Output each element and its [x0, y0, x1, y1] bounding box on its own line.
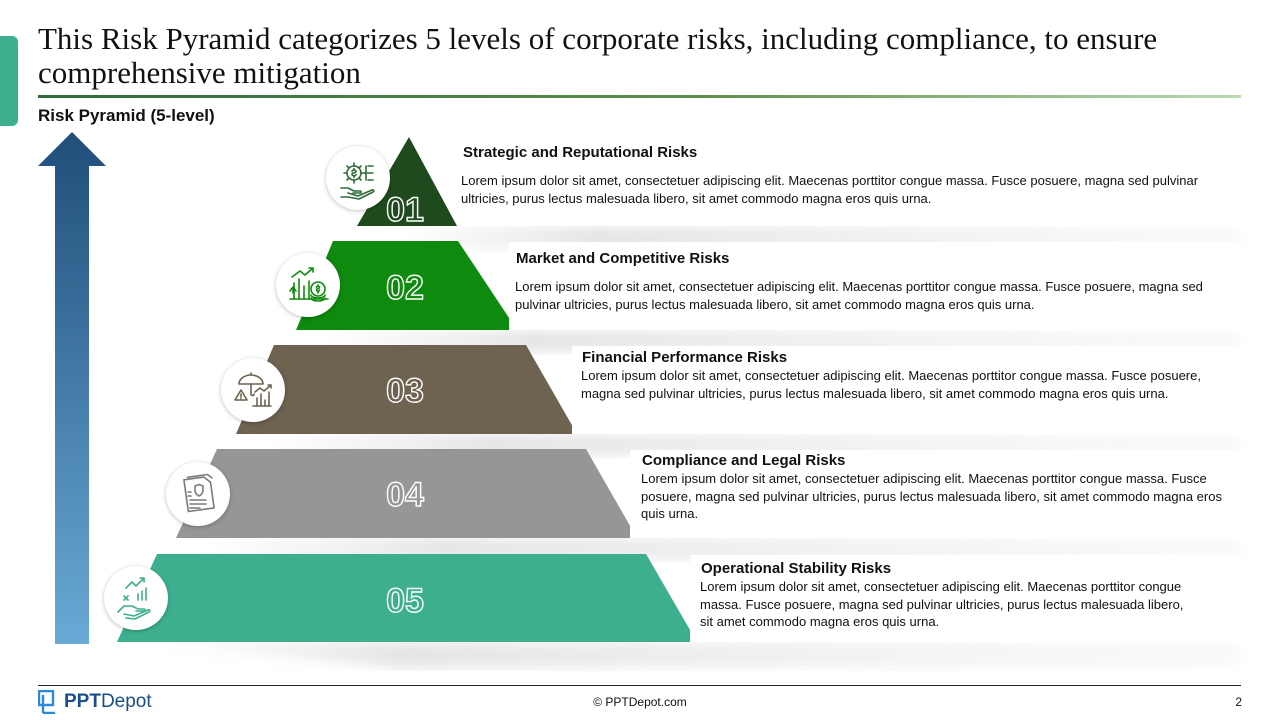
level-3-icon-badge: [221, 358, 285, 422]
slide-title: This Risk Pyramid categorizes 5 levels o…: [38, 21, 1158, 90]
level-5-number: 05: [386, 582, 424, 620]
level-3-card: Financial Performance Risks Lorem ipsum …: [572, 346, 1242, 434]
umbrella-warning-chart-icon: [234, 372, 272, 407]
level-4-description: Lorem ipsum dolor sit amet, consectetuer…: [641, 471, 1222, 521]
level-2-slab: [296, 241, 517, 330]
level-1-description: Lorem ipsum dolor sit amet, consectetuer…: [461, 173, 1199, 206]
level-3-slab: [236, 345, 577, 434]
level-4-title: Compliance and Legal Risks: [642, 452, 846, 469]
level-4-icon-badge: [166, 462, 230, 526]
level-2-number: 02: [386, 269, 424, 307]
footer-copyright: © PPTDepot.com: [593, 695, 687, 709]
impact-arrow: [38, 132, 106, 644]
level-5-shadow: [120, 642, 1240, 668]
level-1-number: 01: [386, 191, 424, 229]
level-4-card: Compliance and Legal Risks Lorem ipsum d…: [630, 450, 1242, 538]
level-3-title: Financial Performance Risks: [582, 349, 788, 366]
level-2-card: Market and Competitive Risks Lorem ipsum…: [509, 242, 1242, 330]
pptdepot-logo: PPTDepot: [38, 689, 152, 715]
title-divider: [38, 95, 1241, 98]
level-3-number: 03: [386, 372, 424, 410]
level-1-title: Strategic and Reputational Risks: [463, 144, 698, 161]
level-5-icon-badge: [104, 566, 168, 630]
pptdepot-logo-text: PPTDepot: [64, 691, 152, 712]
market-chart-coins-icon: [289, 267, 329, 302]
footer-divider: [38, 685, 1241, 686]
page-number: 2: [1235, 695, 1242, 709]
level-5-title: Operational Stability Risks: [701, 560, 892, 577]
level-1-card: Strategic and Reputational Risks Lorem i…: [457, 138, 1242, 226]
diagram-subtitle: Risk Pyramid (5-level): [38, 106, 215, 125]
document-shield-icon: [183, 473, 215, 513]
level-2-description: Lorem ipsum dolor sit amet, consectetuer…: [515, 279, 1203, 312]
level-4-number: 04: [386, 476, 424, 514]
level-5-description: Lorem ipsum dolor sit amet, consectetuer…: [700, 579, 1184, 629]
level-1-slab: [357, 137, 457, 226]
level-2-icon-badge: [276, 253, 340, 317]
hand-money-gear-icon: [340, 162, 375, 200]
level-2-title: Market and Competitive Risks: [516, 250, 730, 267]
level-5-card: Operational Stability Risks Lorem ipsum …: [690, 555, 1242, 642]
level-4-slab: [176, 449, 637, 538]
level-1-icon-badge: [326, 146, 390, 210]
level-3-description: Lorem ipsum dolor sit amet, consectetuer…: [581, 368, 1201, 401]
accent-tab: [0, 36, 18, 126]
pptdepot-logo-icon: [38, 690, 55, 714]
level-5-slab: [117, 554, 697, 642]
hand-chart-icon: [117, 577, 151, 620]
